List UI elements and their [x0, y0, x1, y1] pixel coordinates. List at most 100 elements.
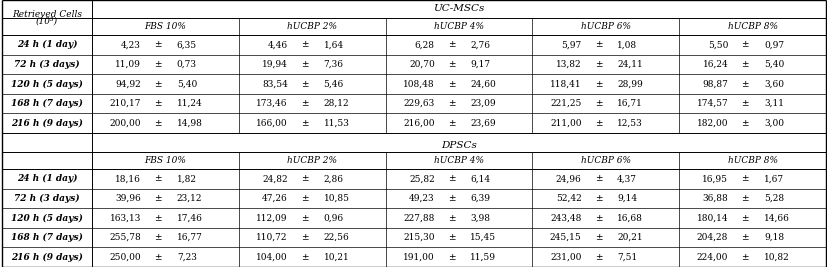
Text: ±: ±: [741, 119, 748, 128]
Text: ±: ±: [594, 214, 601, 222]
Text: ±: ±: [301, 40, 308, 49]
Text: 28,12: 28,12: [323, 99, 349, 108]
Text: 4,37: 4,37: [616, 174, 637, 183]
Text: FBS 10%: FBS 10%: [144, 22, 186, 31]
Text: ±: ±: [741, 253, 748, 262]
Text: 6,14: 6,14: [470, 174, 490, 183]
Text: ±: ±: [154, 60, 161, 69]
Text: 227,88: 227,88: [403, 214, 434, 222]
Text: hUCBP 6%: hUCBP 6%: [580, 22, 630, 31]
Text: ±: ±: [447, 119, 455, 128]
Text: ±: ±: [154, 80, 161, 89]
Text: ±: ±: [594, 99, 601, 108]
Text: 49,23: 49,23: [409, 194, 434, 203]
Text: ±: ±: [447, 99, 455, 108]
Text: 5,46: 5,46: [323, 80, 343, 89]
Text: ±: ±: [301, 80, 308, 89]
Text: hUCBP 4%: hUCBP 4%: [433, 156, 484, 165]
Text: 215,30: 215,30: [403, 233, 434, 242]
Text: 182,00: 182,00: [696, 119, 728, 128]
Text: 4,46: 4,46: [267, 40, 288, 49]
Text: 5,97: 5,97: [561, 40, 581, 49]
Text: 110,72: 110,72: [256, 233, 288, 242]
Text: ±: ±: [447, 233, 455, 242]
Text: 36,88: 36,88: [701, 194, 728, 203]
Text: 112,09: 112,09: [256, 214, 288, 222]
Text: 14,98: 14,98: [177, 119, 203, 128]
Text: ±: ±: [741, 214, 748, 222]
Text: 6,39: 6,39: [470, 194, 490, 203]
Text: ±: ±: [447, 253, 455, 262]
Text: 2,76: 2,76: [470, 40, 490, 49]
Text: 14,66: 14,66: [763, 214, 789, 222]
Text: 98,87: 98,87: [701, 80, 728, 89]
Text: ±: ±: [447, 60, 455, 69]
Text: 5,40: 5,40: [177, 80, 197, 89]
Text: ±: ±: [741, 99, 748, 108]
Text: 94,92: 94,92: [115, 80, 141, 89]
Text: 72 h (3 days): 72 h (3 days): [14, 60, 79, 69]
Text: ±: ±: [594, 40, 601, 49]
Text: 13,82: 13,82: [555, 60, 581, 69]
Text: Retrieved Cells: Retrieved Cells: [12, 10, 82, 19]
Text: 6,28: 6,28: [414, 40, 434, 49]
Text: 120 h (5 days): 120 h (5 days): [11, 214, 83, 223]
Text: FBS 10%: FBS 10%: [144, 156, 186, 165]
Text: 1,08: 1,08: [616, 40, 637, 49]
Text: 216,00: 216,00: [403, 119, 434, 128]
Text: 250,00: 250,00: [109, 253, 141, 262]
Text: ±: ±: [154, 214, 161, 222]
Text: 1,82: 1,82: [177, 174, 197, 183]
Text: 52,42: 52,42: [555, 194, 581, 203]
Text: ±: ±: [594, 233, 601, 242]
Text: 6,35: 6,35: [177, 40, 197, 49]
Text: 16,24: 16,24: [701, 60, 728, 69]
Text: 9,14: 9,14: [616, 194, 637, 203]
Text: 15,45: 15,45: [470, 233, 496, 242]
Text: ±: ±: [594, 253, 601, 262]
Text: ±: ±: [154, 194, 161, 203]
Text: 118,41: 118,41: [549, 80, 581, 89]
Text: 255,78: 255,78: [109, 233, 141, 242]
Text: 229,63: 229,63: [403, 99, 434, 108]
Text: 166,00: 166,00: [256, 119, 288, 128]
Text: ±: ±: [154, 99, 161, 108]
Text: 12,53: 12,53: [616, 119, 642, 128]
Text: ±: ±: [741, 40, 748, 49]
Text: 0,96: 0,96: [323, 214, 343, 222]
Text: 210,17: 210,17: [109, 99, 141, 108]
Text: ±: ±: [447, 80, 455, 89]
Text: 10,85: 10,85: [323, 194, 349, 203]
Text: 5,50: 5,50: [707, 40, 728, 49]
Text: 11,24: 11,24: [177, 99, 203, 108]
Text: 211,00: 211,00: [549, 119, 581, 128]
Text: 7,23: 7,23: [177, 253, 197, 262]
Text: 204,28: 204,28: [696, 233, 728, 242]
Text: 72 h (3 days): 72 h (3 days): [14, 194, 79, 203]
Text: 1,64: 1,64: [323, 40, 343, 49]
Text: 24,11: 24,11: [616, 60, 642, 69]
Text: 10,21: 10,21: [323, 253, 349, 262]
Text: 16,77: 16,77: [177, 233, 203, 242]
Text: 24 h (1 day): 24 h (1 day): [17, 40, 77, 49]
Text: ±: ±: [594, 80, 601, 89]
Text: ±: ±: [447, 194, 455, 203]
Text: 243,48: 243,48: [549, 214, 581, 222]
Text: ±: ±: [154, 174, 161, 183]
Text: ±: ±: [301, 99, 308, 108]
Text: 5,28: 5,28: [763, 194, 783, 203]
Text: ±: ±: [301, 60, 308, 69]
Text: 10,82: 10,82: [763, 253, 789, 262]
Text: 23,12: 23,12: [177, 194, 202, 203]
Text: ±: ±: [301, 214, 308, 222]
Text: ±: ±: [301, 174, 308, 183]
Text: 180,14: 180,14: [696, 214, 728, 222]
Text: hUCBP 6%: hUCBP 6%: [580, 156, 630, 165]
Text: 173,46: 173,46: [256, 99, 288, 108]
Text: 200,00: 200,00: [109, 119, 141, 128]
Text: ±: ±: [154, 40, 161, 49]
Text: 19,94: 19,94: [261, 60, 288, 69]
Text: 3,98: 3,98: [470, 214, 490, 222]
Text: ±: ±: [301, 119, 308, 128]
Text: hUCBP 4%: hUCBP 4%: [433, 22, 484, 31]
